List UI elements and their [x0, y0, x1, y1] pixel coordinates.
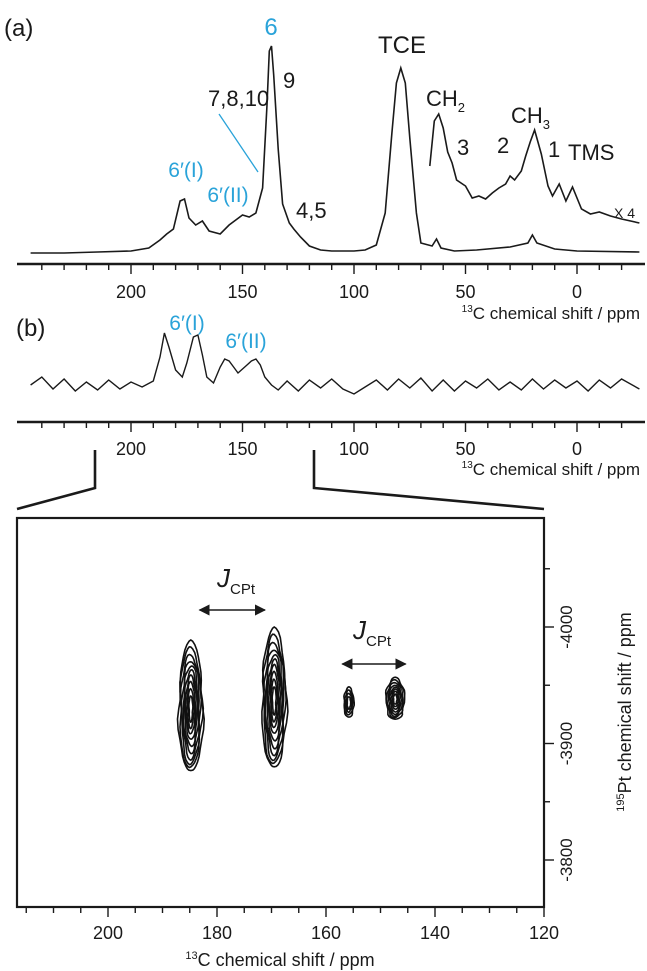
contour-level — [271, 686, 278, 716]
jcpt-label-2-main: J — [352, 615, 367, 645]
x-ticks-a: 200 150 100 50 0 — [41, 264, 623, 302]
panel-b: 200 150 100 50 0 13C chemical shift / ppm 6′… — [17, 312, 645, 479]
contour-level — [345, 692, 353, 714]
x-axis-label-2d: 13C chemical shift / ppm — [185, 950, 374, 970]
contour-level — [343, 689, 354, 716]
annotation-tms: TMS — [568, 140, 614, 165]
contour-level — [185, 680, 196, 735]
annotation-tce: TCE — [378, 32, 426, 59]
contours — [176, 626, 406, 772]
annotation-1: 1 — [548, 137, 560, 162]
panel-a: 200 150 100 50 0 13C chemical shift / ppm 6 … — [17, 14, 645, 323]
contour-level — [268, 670, 280, 729]
panel-label-a: (a) — [4, 15, 33, 42]
annotation-6prime-i-b: 6′(I) — [169, 312, 204, 335]
x-axis-label-2d-main: C chemical shift / ppm — [198, 950, 375, 970]
y-2d-tick-label: -3800 — [557, 838, 576, 881]
panel-2d: 200 180 160 140 120 -4000 -3900 -3800 13C chem… — [15, 516, 635, 970]
contour-level — [184, 673, 198, 740]
series-line-a-x4 — [429, 112, 640, 224]
x-axis-label-a-main: C chemical shift / ppm — [473, 304, 640, 323]
contour-level — [262, 641, 285, 762]
x-b-tick-label: 0 — [572, 439, 582, 459]
annotation-ch2-main: CH — [426, 86, 458, 111]
annotation-4-5: 4,5 — [296, 198, 327, 223]
y-axis-label-2d-main: Pt chemical shift / ppm — [615, 612, 635, 793]
x-a-tick-label: 200 — [116, 282, 146, 302]
annotation-ch2: CH2 — [426, 86, 465, 115]
plot-frame-2d — [15, 516, 546, 909]
contour-level — [385, 679, 404, 719]
annotation-6prime-ii-b: 6′(II) — [225, 330, 266, 353]
x-ticks-b: 200 150 100 50 0 — [41, 422, 623, 459]
series-line-b — [30, 332, 640, 395]
annotation-6prime-i-a: 6′(I) — [168, 159, 203, 182]
contour-level — [267, 663, 281, 734]
annotation-2: 2 — [497, 133, 509, 158]
x-2d-tick-label: 120 — [529, 923, 559, 943]
annotation-ch3: CH3 — [511, 103, 550, 132]
x-b-tick-label: 150 — [227, 439, 257, 459]
x-a-tick-label: 50 — [455, 282, 475, 302]
annotation-6: 6 — [264, 14, 277, 41]
jcpt-label-2-sub: CPt — [366, 633, 392, 650]
jcpt-label-1: JCPt — [216, 563, 256, 598]
x-a-tick-label: 100 — [339, 282, 369, 302]
y-axis-label-2d-sup: 195 — [615, 793, 627, 811]
y-2d-tick-label: -3900 — [557, 722, 576, 765]
annotation-ch3-sub: 3 — [543, 117, 550, 132]
x-axis-label-a: 13C chemical shift / ppm — [462, 304, 640, 323]
x-axis-label-2d-sup: 13 — [185, 950, 197, 962]
contour-level — [180, 660, 201, 762]
x-b-tick-label: 50 — [455, 439, 475, 459]
contour-level — [392, 693, 398, 705]
x-2d-tick-label: 160 — [311, 923, 341, 943]
jcpt-label-2: JCPt — [352, 615, 392, 650]
x-a-tick-label: 150 — [227, 282, 257, 302]
contour-level — [176, 639, 206, 772]
x-axis-label-a-sup: 13 — [462, 304, 474, 315]
jcpt-label-1-sub: CPt — [230, 581, 256, 598]
x-ticks-2d: 200 180 160 140 120 — [25, 907, 559, 943]
series-line-a-full — [30, 45, 640, 254]
annotation-9: 9 — [283, 68, 295, 93]
x-b-tick-label: 200 — [116, 439, 146, 459]
annotation-leader-7-8-10 — [218, 113, 259, 173]
annotation-6prime-ii-a: 6′(II) — [207, 184, 248, 207]
annotation-3: 3 — [457, 135, 469, 160]
expansion-line-left — [16, 450, 97, 511]
contour-level — [266, 657, 282, 742]
jcpt-label-1-main: J — [216, 563, 231, 593]
x-axis-label-b-main: C chemical shift / ppm — [473, 460, 640, 479]
x-2d-tick-label: 200 — [93, 923, 123, 943]
y-axis-label-2d: 195Pt chemical shift / ppm — [615, 612, 635, 811]
contour-level — [261, 626, 289, 768]
annotation-x4: X 4 — [614, 205, 635, 221]
contour-level — [182, 665, 200, 755]
panel-label-b: (b) — [16, 315, 45, 342]
contour-level — [346, 696, 352, 711]
contour-level — [389, 688, 401, 711]
x-a-tick-label: 0 — [572, 282, 582, 302]
expansion-line-right — [312, 450, 545, 511]
x-b-tick-label: 100 — [339, 439, 369, 459]
y-ticks-2d: -4000 -3900 -3800 — [544, 568, 576, 882]
x-axis-label-b-sup: 13 — [462, 460, 474, 471]
contour-level — [391, 690, 400, 708]
y-2d-tick-label: -4000 — [557, 605, 576, 648]
annotation-ch2-sub: 2 — [458, 100, 465, 115]
contour-level — [388, 686, 402, 713]
x-2d-tick-label: 180 — [202, 923, 232, 943]
x-axis-label-b: 13C chemical shift / ppm — [462, 460, 640, 479]
annotation-ch3-main: CH — [511, 103, 543, 128]
contour-level — [188, 695, 194, 724]
x-2d-tick-label: 140 — [420, 923, 450, 943]
annotation-7-8-10: 7,8,10 — [208, 86, 269, 111]
